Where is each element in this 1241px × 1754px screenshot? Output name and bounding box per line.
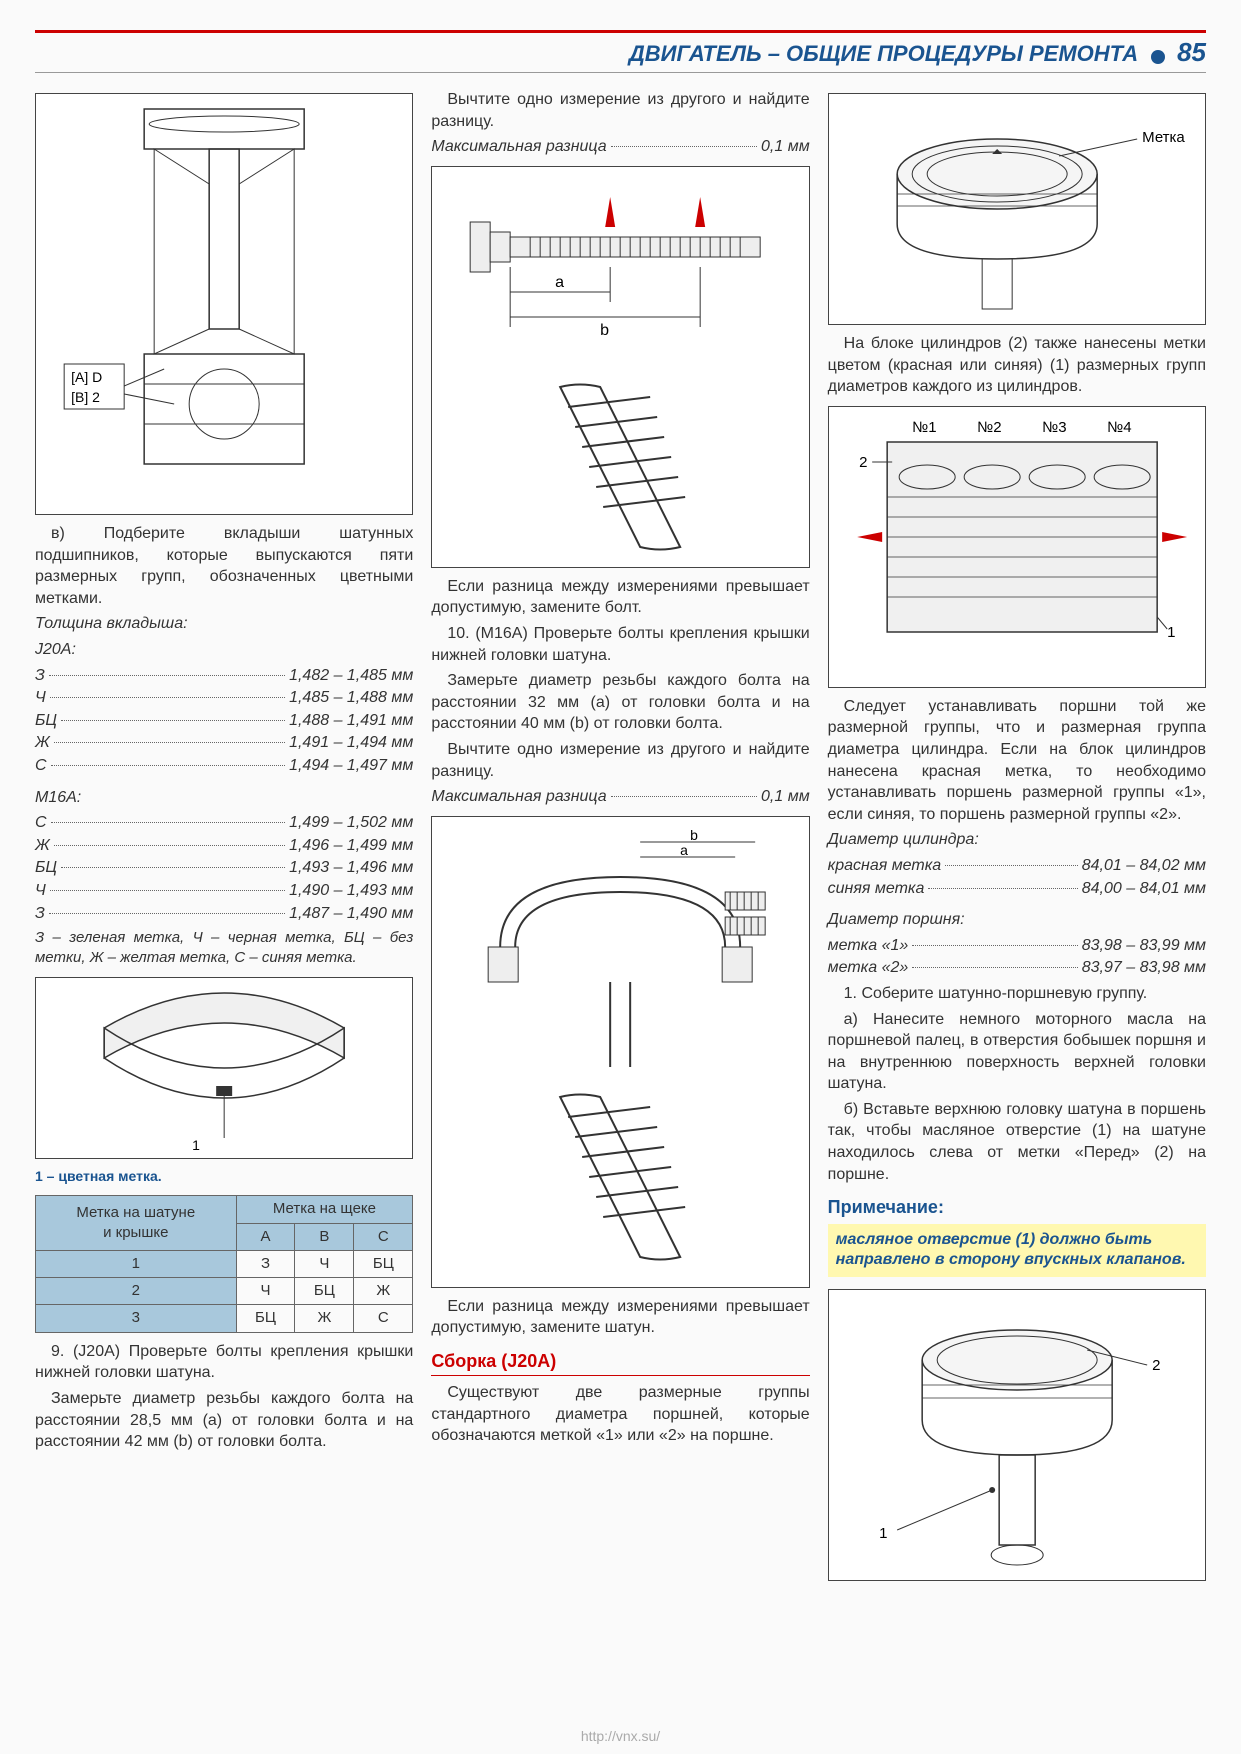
svg-text:1: 1 [879, 1525, 887, 1542]
col2-p4: Замерьте диаметр резьбы каждого болта на… [431, 670, 809, 735]
svg-text:[A] D: [A] D [71, 369, 102, 385]
svg-text:b: b [600, 322, 609, 339]
table-row: 1ЗЧБЦ [36, 1250, 413, 1277]
svg-text:a: a [680, 842, 688, 858]
col1-p1: в) Подберите вкладыши шатунных подшипник… [35, 523, 413, 609]
col3-p5: б) Вставьте верхнюю головку шатуна в пор… [828, 1099, 1206, 1185]
note-title: Примечание: [828, 1195, 1206, 1219]
svg-text:№2: №2 [977, 419, 1001, 436]
figure-bolt-measurement: a b [431, 166, 809, 568]
figure-conrod-measurement: a b [431, 816, 809, 1288]
j20a-label: J20A: [35, 639, 413, 661]
col3-p3: 1. Соберите шатунно-поршневую группу. [828, 983, 1206, 1005]
header-dot-icon [1151, 50, 1165, 64]
table-row: 2ЧБЦЖ [36, 1278, 413, 1305]
piston-heading: Диаметр поршня: [828, 909, 1206, 931]
max-diff-1: Максимальная разница0,1 мм [431, 136, 809, 158]
svg-text:1: 1 [192, 1137, 200, 1153]
svg-text:a: a [555, 274, 564, 291]
page-number: 85 [1177, 37, 1206, 67]
j20a-specs: З1,482 – 1,485 мм Ч1,485 – 1,488 мм БЦ1,… [35, 665, 413, 777]
col2-p6: Если разница между измерениями превышает… [431, 1296, 809, 1339]
footer-url: http://vnx.su/ [0, 1728, 1241, 1744]
svg-text:2: 2 [1152, 1357, 1160, 1374]
column-left: [A] D [B] 2 в) Подберите вкладыши шатунн… [35, 85, 413, 1589]
col3-p4: а) Нанесите немного моторного масла на п… [828, 1009, 1206, 1095]
col2-p7: Существуют две размерные группы стандарт… [431, 1382, 809, 1447]
cyl-heading: Диаметр цилиндра: [828, 829, 1206, 851]
column-right: Метка На блоке цилиндров (2) также нанес… [828, 85, 1206, 1589]
thickness-heading: Толщина вкладыша: [35, 613, 413, 635]
m16a-label: M16A: [35, 787, 413, 809]
fig2-caption: 1 – цветная метка. [35, 1167, 413, 1186]
table-h1: Метка на шатунеи крышке [36, 1196, 237, 1251]
col1-p2: 9. (J20A) Проверьте болты крепления крыш… [35, 1341, 413, 1384]
svg-text:2: 2 [859, 454, 867, 471]
figure-piston-mark: Метка [828, 93, 1206, 325]
figure-cylinder-block: №1 №2 №3 №4 2 1 [828, 406, 1206, 688]
col2-p2: Если разница между измерениями превышает… [431, 576, 809, 619]
svg-text:№3: №3 [1042, 419, 1066, 436]
page-header: ДВИГАТЕЛЬ – ОБЩИЕ ПРОЦЕДУРЫ РЕМОНТА 85 [35, 30, 1206, 73]
col2-p5: Вычтите одно измерение из другого и найд… [431, 739, 809, 782]
assembly-title: Сборка (J20A) [431, 1349, 809, 1376]
table-row: 3БЦЖС [36, 1305, 413, 1332]
column-center: Вычтите одно измерение из другого и найд… [431, 85, 809, 1589]
mark-table: Метка на шатунеи крышке Метка на щеке A … [35, 1195, 413, 1332]
svg-text:№4: №4 [1107, 419, 1131, 436]
note-box: масляное отверстие (1) должно быть напра… [828, 1224, 1206, 1278]
max-diff-2: Максимальная разница0,1 мм [431, 786, 809, 808]
color-legend: З – зеленая метка, Ч – черная метка, БЦ … [35, 928, 413, 969]
svg-text:[B] 2: [B] 2 [71, 389, 100, 405]
figure-piston-conrod: 1 2 [828, 1289, 1206, 1581]
figure-piston-assembly: [A] D [B] 2 [35, 93, 413, 515]
svg-text:b: b [690, 827, 698, 843]
svg-text:Метка: Метка [1142, 129, 1185, 146]
svg-text:1: 1 [1167, 624, 1175, 641]
col3-p1: На блоке цилиндров (2) также нанесены ме… [828, 333, 1206, 398]
table-h2: Метка на щеке [236, 1196, 413, 1223]
col1-p3: Замерьте диаметр резьбы каждого болта на… [35, 1388, 413, 1453]
m16a-specs: С1,499 – 1,502 мм Ж1,496 – 1,499 мм БЦ1,… [35, 812, 413, 924]
figure-bearing-shell: 1 [35, 977, 413, 1159]
col2-p1: Вычтите одно измерение из другого и найд… [431, 89, 809, 132]
col2-p3: 10. (M16A) Проверьте болты крепления кры… [431, 623, 809, 666]
header-title: ДВИГАТЕЛЬ – ОБЩИЕ ПРОЦЕДУРЫ РЕМОНТА [629, 41, 1138, 66]
col3-p2: Следует устанавливать поршни той же разм… [828, 696, 1206, 826]
svg-text:№1: №1 [912, 419, 936, 436]
